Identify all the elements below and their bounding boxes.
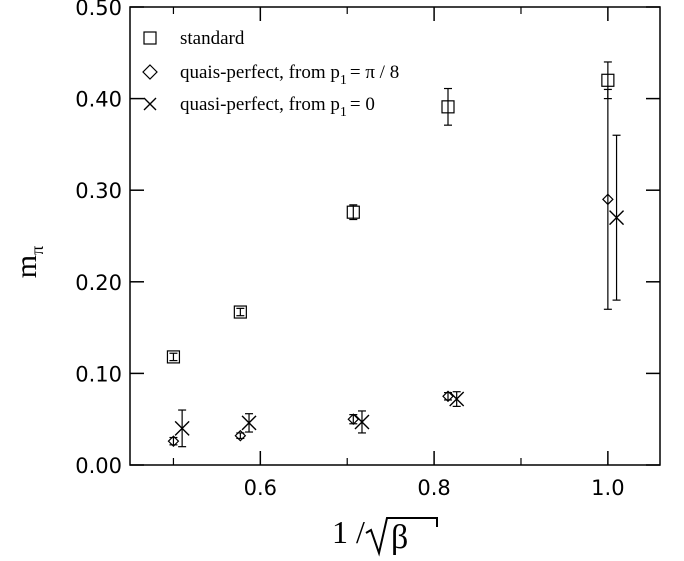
diamond-marker xyxy=(142,64,158,80)
y-tick-label: 0.50 xyxy=(75,0,122,20)
diamond-marker xyxy=(234,429,247,442)
legend-entry-name: quais-perfect, from p xyxy=(180,62,340,83)
cross-marker xyxy=(174,420,190,436)
legend-entry-label: quasi-perfect, from p1 = 0 xyxy=(180,94,375,120)
y-axis-label-main: m xyxy=(10,255,43,278)
data-point xyxy=(167,435,180,448)
data-point xyxy=(347,413,360,426)
y-tick-label: 0.10 xyxy=(75,362,122,386)
y-axis-label: mπ xyxy=(10,246,47,278)
y-axis-label-sub: π xyxy=(27,246,47,255)
data-point xyxy=(602,88,614,310)
x-tick-label: 0.8 xyxy=(417,476,450,500)
data-point xyxy=(166,350,181,364)
legend-entry-name: standard xyxy=(180,28,245,49)
data-point xyxy=(346,204,360,221)
legend-entry-tail: = π / 8 xyxy=(350,62,399,83)
square-marker xyxy=(346,205,360,219)
data-point xyxy=(441,87,455,126)
series-diamond xyxy=(167,88,614,448)
cross-marker xyxy=(449,391,465,407)
square-marker xyxy=(233,305,247,319)
cross-marker xyxy=(241,415,257,431)
x-axis-label-prefix: 1 / xyxy=(332,514,365,550)
data-point xyxy=(354,410,370,434)
x-axis-label: 1 / β xyxy=(332,514,438,557)
y-tick-label: 0.30 xyxy=(75,179,122,203)
legend-entry-label: quais-perfect, from p1 = π / 8 xyxy=(180,62,399,88)
legend-entry-subscript: 1 xyxy=(340,73,347,88)
legend-entry-tail: = 0 xyxy=(350,94,375,115)
legend-entry-label: standard xyxy=(180,28,245,49)
x-axis: 0.6 0.8 1.0 xyxy=(172,7,625,500)
data-series-layer xyxy=(166,61,625,448)
square-marker xyxy=(441,100,455,114)
series-square xyxy=(166,61,615,364)
diamond-marker xyxy=(602,193,614,206)
data-point xyxy=(449,391,465,407)
data-point xyxy=(609,134,625,301)
data-point xyxy=(442,390,454,403)
x-tick-label: 0.6 xyxy=(244,476,277,500)
plot-frame xyxy=(129,6,661,466)
legend-entry-name: quasi-perfect, from p xyxy=(180,94,340,115)
x-axis-label-radical-sign xyxy=(365,517,438,557)
series-cross xyxy=(174,134,625,448)
cross-marker xyxy=(354,414,370,430)
y-axis: 0.00 0.10 0.20 0.30 0.40 0.50 xyxy=(75,0,660,478)
diamond-marker xyxy=(167,435,180,448)
y-tick-label: 0.20 xyxy=(75,271,122,295)
square-marker xyxy=(166,350,181,364)
data-point xyxy=(234,429,247,442)
square-marker xyxy=(601,73,615,87)
data-point xyxy=(233,305,247,319)
x-axis-label-radicand: β xyxy=(391,519,408,556)
data-point xyxy=(241,413,257,433)
cross-marker xyxy=(143,97,157,111)
square-marker xyxy=(143,31,157,45)
y-tick-label: 0.40 xyxy=(75,88,122,112)
x-tick-label: 1.0 xyxy=(591,476,624,500)
legend-entry-subscript: 1 xyxy=(340,105,347,120)
y-tick-label: 0.00 xyxy=(75,454,122,478)
data-point xyxy=(174,409,190,448)
cross-marker xyxy=(609,210,625,226)
